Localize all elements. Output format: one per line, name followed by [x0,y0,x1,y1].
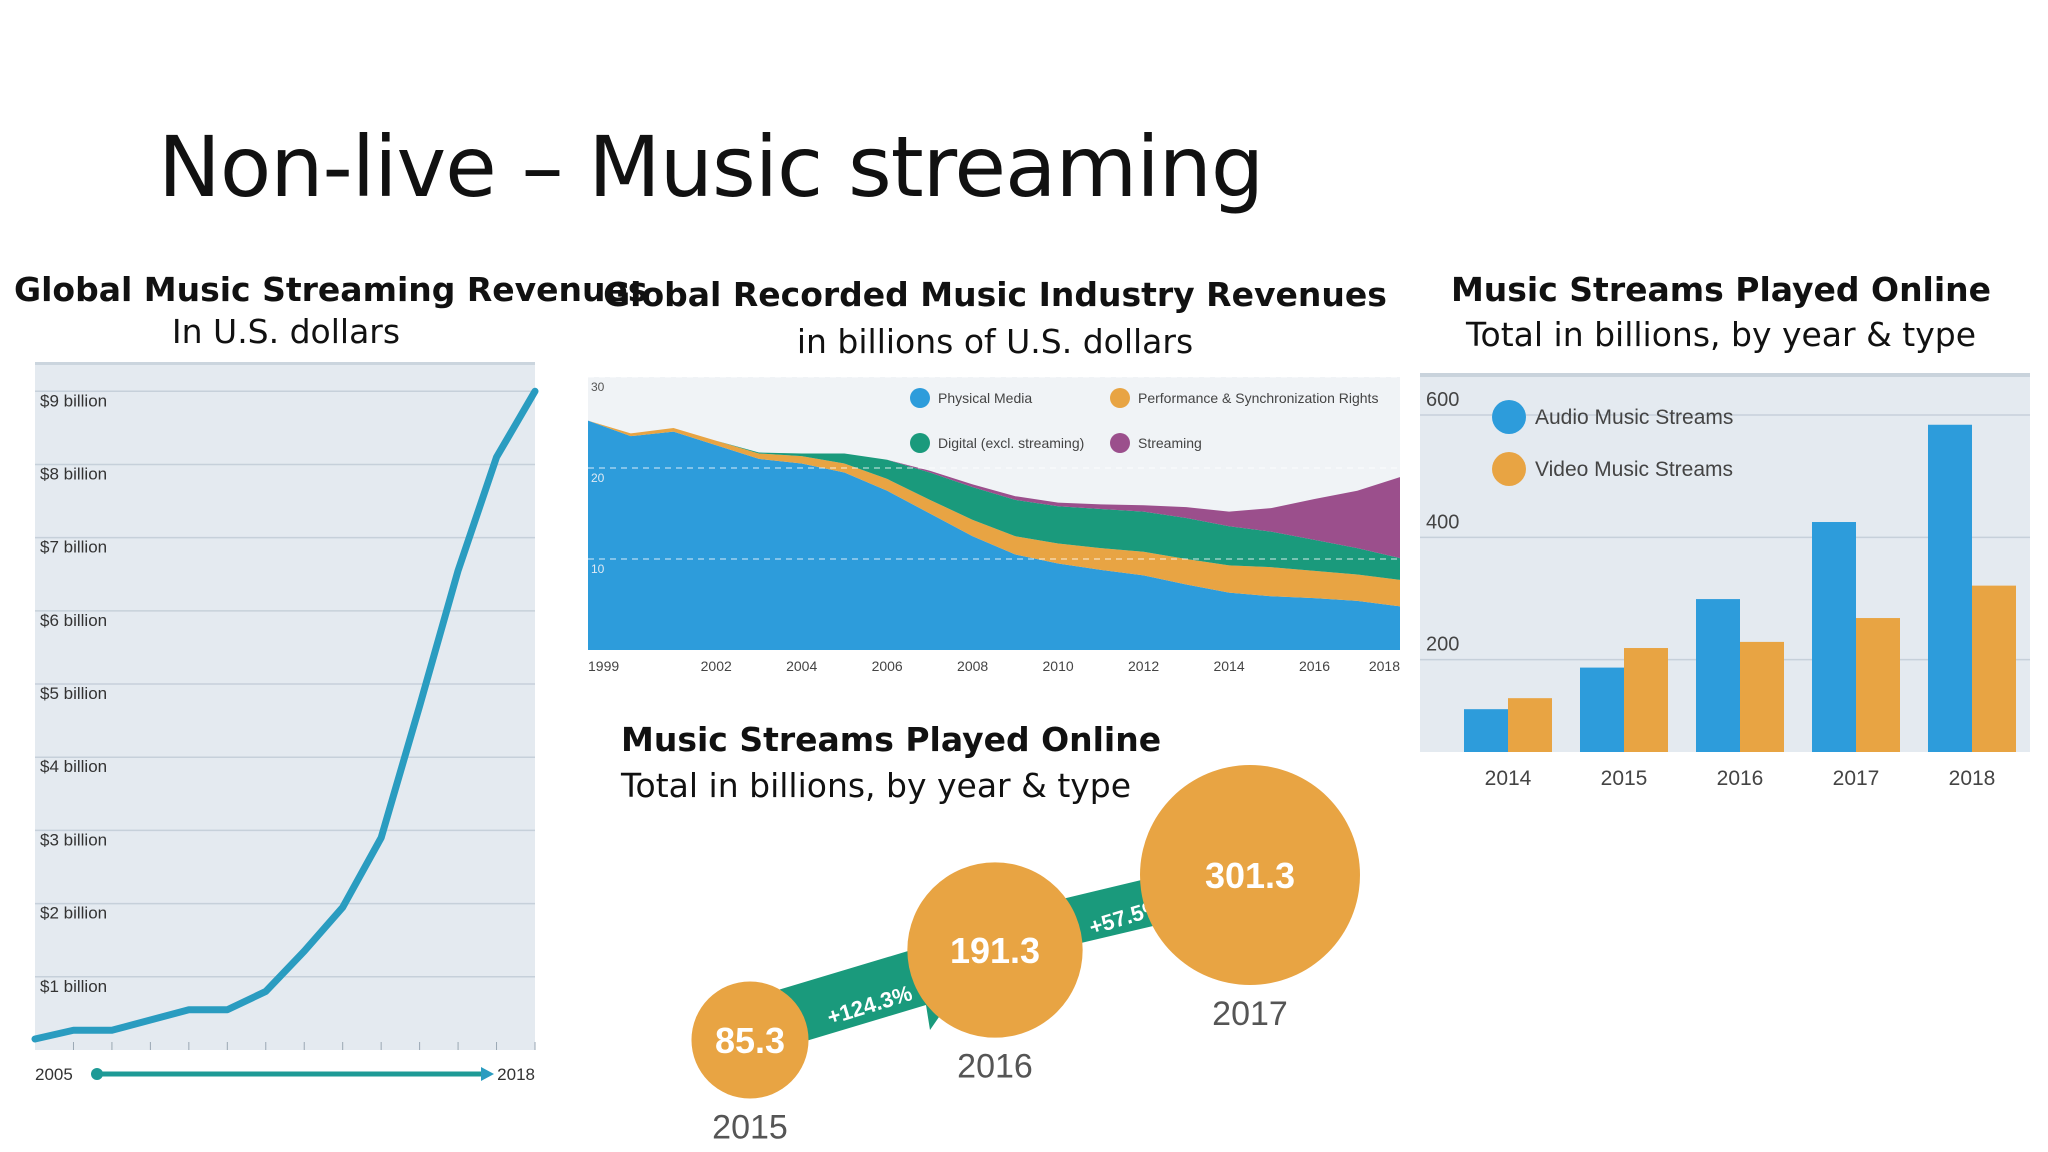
chart3-bubble [1140,765,1360,985]
chart3-year-label: 2016 [957,1048,1033,1086]
chart2-xtick-label: 2018 [1369,658,1400,674]
chart4-legend-swatch [1492,452,1526,486]
chart3-value-label: 85.3 [715,1020,785,1061]
chart1-ytick-label: $1 billion [40,977,107,996]
chart1-ytick-label: $2 billion [40,904,107,923]
chart1-ytick-label: $6 billion [40,611,107,630]
chart2-xtick-label: 2004 [786,658,817,674]
chart4-ytick-label: 400 [1426,511,1459,533]
chart3-value-label: 301.3 [1205,855,1295,896]
chart1-series-line [31,387,539,1043]
chart2-xtick-label: 2002 [701,658,732,674]
chart2-legend-label: Digital (excl. streaming) [938,435,1084,451]
chart1-timeline-arrow [481,1067,494,1081]
chart4-xtick-label: 2014 [1485,767,1532,790]
chart4-xtick-label: 2017 [1833,767,1880,790]
chart4-bar [1464,709,1508,752]
chart2-area-physical-media [588,420,1400,650]
chart4-legend-label: Audio Music Streams [1535,406,1733,429]
chart1-subtitle: In U.S. dollars [171,312,401,351]
chart2-legend-swatch [1110,433,1130,453]
chart1-ytick-label: $8 billion [40,464,107,483]
chart4-bar [1740,641,1784,752]
chart4-xtick-label: 2016 [1717,767,1764,790]
chart2-xtick-label: 1999 [588,658,619,674]
chart1-ytick-label: $5 billion [40,684,107,703]
chart1-plot-area [35,362,535,1050]
chart4-legend-swatch [1492,400,1526,434]
chart1-title: Global Music Streaming Revenues [14,270,648,309]
chart1-xtick-label: 2005 [35,1065,73,1084]
chart1-top-border [35,362,535,365]
chart2-subtitle: in billions of U.S. dollars [796,322,1194,361]
chart3-bubble [907,862,1083,1038]
chart3-bubble [691,981,809,1099]
chart1-ytick-label: $4 billion [40,757,107,776]
chart4-bar [1812,522,1856,752]
chart1-xtick-label: 2018 [497,1065,535,1084]
chart2-legend-label: Streaming [1138,435,1202,451]
chart4-bar-chart: 200 400 600 2014 2015 2016 2017 2018 Audio Music… [1420,373,2030,790]
chart2-legend-label: Performance & Synchronization Rights [1138,390,1378,406]
chart4-bar [1972,585,2016,752]
chart2-area-digital-excl-streaming- [588,420,1400,580]
chart2-legend-label: Physical Media [938,390,1032,406]
chart2-title: Global Recorded Music Industry Revenues [603,275,1387,314]
chart1-ytick-label: $7 billion [40,538,107,557]
chart4-subtitle: Total in billions, by year & type [1465,315,1977,354]
chart2-xtick-label: 2010 [1043,658,1074,674]
chart4-xtick-label: 2018 [1949,767,1996,790]
chart2-xtick-label: 2014 [1213,658,1244,674]
chart2-ytick-label: 10 [591,562,605,576]
chart2-xtick-label: 2012 [1128,658,1159,674]
chart4-top-border [1420,373,2030,377]
chart3-title: Music Streams Played Online [621,720,1162,759]
chart2-xtick-label: 2016 [1299,658,1330,674]
chart1-line-chart: $1 billion $2 billion $3 billion $4 billion… [31,362,539,1084]
chart4-bar [1580,667,1624,752]
chart4-xtick-label: 2015 [1601,767,1648,790]
chart2-ytick-label: 30 [591,380,605,394]
chart4-ytick-label: 200 [1426,634,1459,656]
chart1-timeline-start [91,1068,103,1080]
chart4-bar [1508,698,1552,752]
chart4-legend-label: Video Music Streams [1535,458,1733,481]
chart2-area-chart: 10 20 30 1999 2002 2004 2006 2008 2010 2012 2014 20… [588,376,1400,674]
chart2-area-performance-synchronization-rights [588,420,1400,607]
slide-title: Non-live – Music streaming [158,118,1264,216]
chart4-bar [1624,648,1668,752]
chart2-xtick-label: 2006 [872,658,903,674]
chart1-ytick-label: $9 billion [40,391,107,410]
chart2-ytick-label: 20 [591,471,605,485]
chart1-ytick-label: $3 billion [40,830,107,849]
chart2-legend-swatch [910,388,930,408]
chart2-legend-swatch [1110,388,1130,408]
chart2-legend-swatch [910,433,930,453]
chart4-bar [1696,599,1740,752]
chart4-ytick-label: 600 [1426,389,1459,411]
chart4-title: Music Streams Played Online [1450,270,1992,309]
chart3-subtitle: Total in billions, by year & type [621,766,1132,805]
chart3-year-label: 2015 [712,1109,788,1145]
chart3-value-label: 191.3 [950,930,1040,971]
chart2-xtick-label: 2008 [957,658,988,674]
chart4-bar [1856,618,1900,752]
chart4-bar [1928,424,1972,752]
chart3-year-label: 2017 [1212,995,1288,1033]
